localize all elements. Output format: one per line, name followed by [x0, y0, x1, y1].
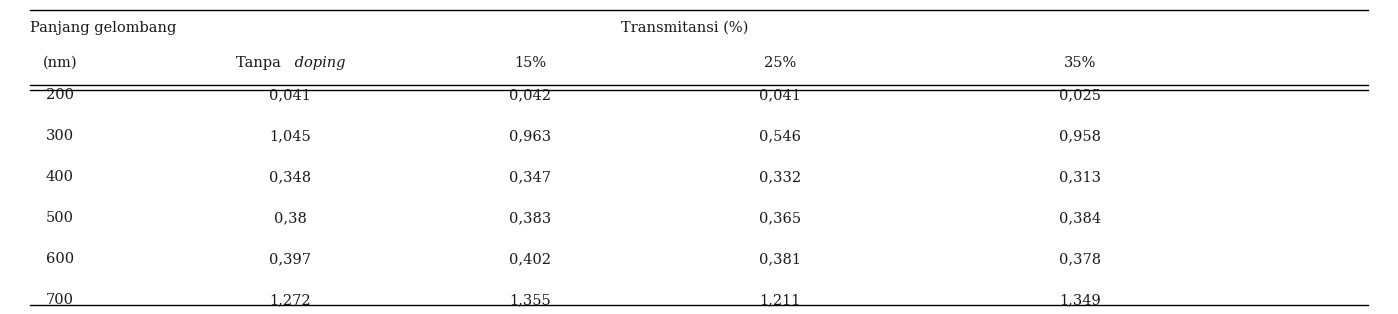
Text: Tanpa: Tanpa — [236, 56, 289, 70]
Text: 0,381: 0,381 — [759, 252, 801, 266]
Text: 0,347: 0,347 — [509, 170, 551, 184]
Text: 1,349: 1,349 — [1060, 293, 1100, 307]
Text: doping: doping — [289, 56, 345, 70]
Text: Panjang gelombang: Panjang gelombang — [29, 21, 176, 35]
Text: 700: 700 — [46, 293, 74, 307]
Text: 35%: 35% — [1064, 56, 1096, 70]
Text: 200: 200 — [46, 88, 74, 102]
Text: 0,397: 0,397 — [268, 252, 310, 266]
Text: 400: 400 — [46, 170, 74, 184]
Text: 1,272: 1,272 — [270, 293, 310, 307]
Text: 0,041: 0,041 — [759, 88, 801, 102]
Text: 1,355: 1,355 — [509, 293, 551, 307]
Text: Transmitansi (%): Transmitansi (%) — [621, 21, 749, 35]
Text: 1,211: 1,211 — [759, 293, 801, 307]
Text: 15%: 15% — [514, 56, 547, 70]
Text: (nm): (nm) — [43, 56, 77, 70]
Text: 0,025: 0,025 — [1060, 88, 1102, 102]
Text: 0,332: 0,332 — [759, 170, 801, 184]
Text: 25%: 25% — [763, 56, 795, 70]
Text: 0,313: 0,313 — [1060, 170, 1102, 184]
Text: 0,378: 0,378 — [1058, 252, 1102, 266]
Text: 0,042: 0,042 — [509, 88, 551, 102]
Text: 600: 600 — [46, 252, 74, 266]
Text: 0,383: 0,383 — [509, 211, 551, 225]
Text: 0,958: 0,958 — [1060, 129, 1102, 143]
Text: 0,348: 0,348 — [268, 170, 312, 184]
Text: 500: 500 — [46, 211, 74, 225]
Text: 0,546: 0,546 — [759, 129, 801, 143]
Text: 0,041: 0,041 — [268, 88, 310, 102]
Text: 0,384: 0,384 — [1058, 211, 1102, 225]
Text: 300: 300 — [46, 129, 74, 143]
Text: 0,38: 0,38 — [274, 211, 306, 225]
Text: 0,365: 0,365 — [759, 211, 801, 225]
Text: 0,402: 0,402 — [509, 252, 551, 266]
Text: 0,963: 0,963 — [509, 129, 551, 143]
Text: 1,045: 1,045 — [270, 129, 310, 143]
